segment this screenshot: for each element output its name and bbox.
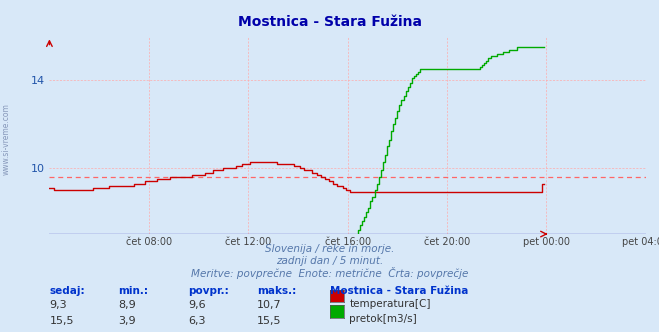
Text: 15,5: 15,5: [257, 316, 281, 326]
Text: zadnji dan / 5 minut.: zadnji dan / 5 minut.: [276, 256, 383, 266]
Text: 15,5: 15,5: [49, 316, 74, 326]
Text: temperatura[C]: temperatura[C]: [349, 299, 431, 309]
Text: povpr.:: povpr.:: [188, 286, 229, 295]
Text: 3,9: 3,9: [119, 316, 136, 326]
Text: Meritve: povprečne  Enote: metrične  Črta: povprečje: Meritve: povprečne Enote: metrične Črta:…: [191, 267, 468, 279]
Text: Slovenija / reke in morje.: Slovenija / reke in morje.: [265, 244, 394, 254]
Text: 9,3: 9,3: [49, 300, 67, 310]
Text: www.si-vreme.com: www.si-vreme.com: [2, 104, 11, 175]
Text: sedaj:: sedaj:: [49, 286, 85, 295]
Text: 8,9: 8,9: [119, 300, 136, 310]
Text: maks.:: maks.:: [257, 286, 297, 295]
Text: 6,3: 6,3: [188, 316, 206, 326]
Text: min.:: min.:: [119, 286, 149, 295]
Text: 9,6: 9,6: [188, 300, 206, 310]
Text: Mostnica - Stara Fužina: Mostnica - Stara Fužina: [237, 15, 422, 29]
Text: Mostnica - Stara Fužina: Mostnica - Stara Fužina: [330, 286, 468, 295]
Text: pretok[m3/s]: pretok[m3/s]: [349, 314, 417, 324]
Text: 10,7: 10,7: [257, 300, 281, 310]
